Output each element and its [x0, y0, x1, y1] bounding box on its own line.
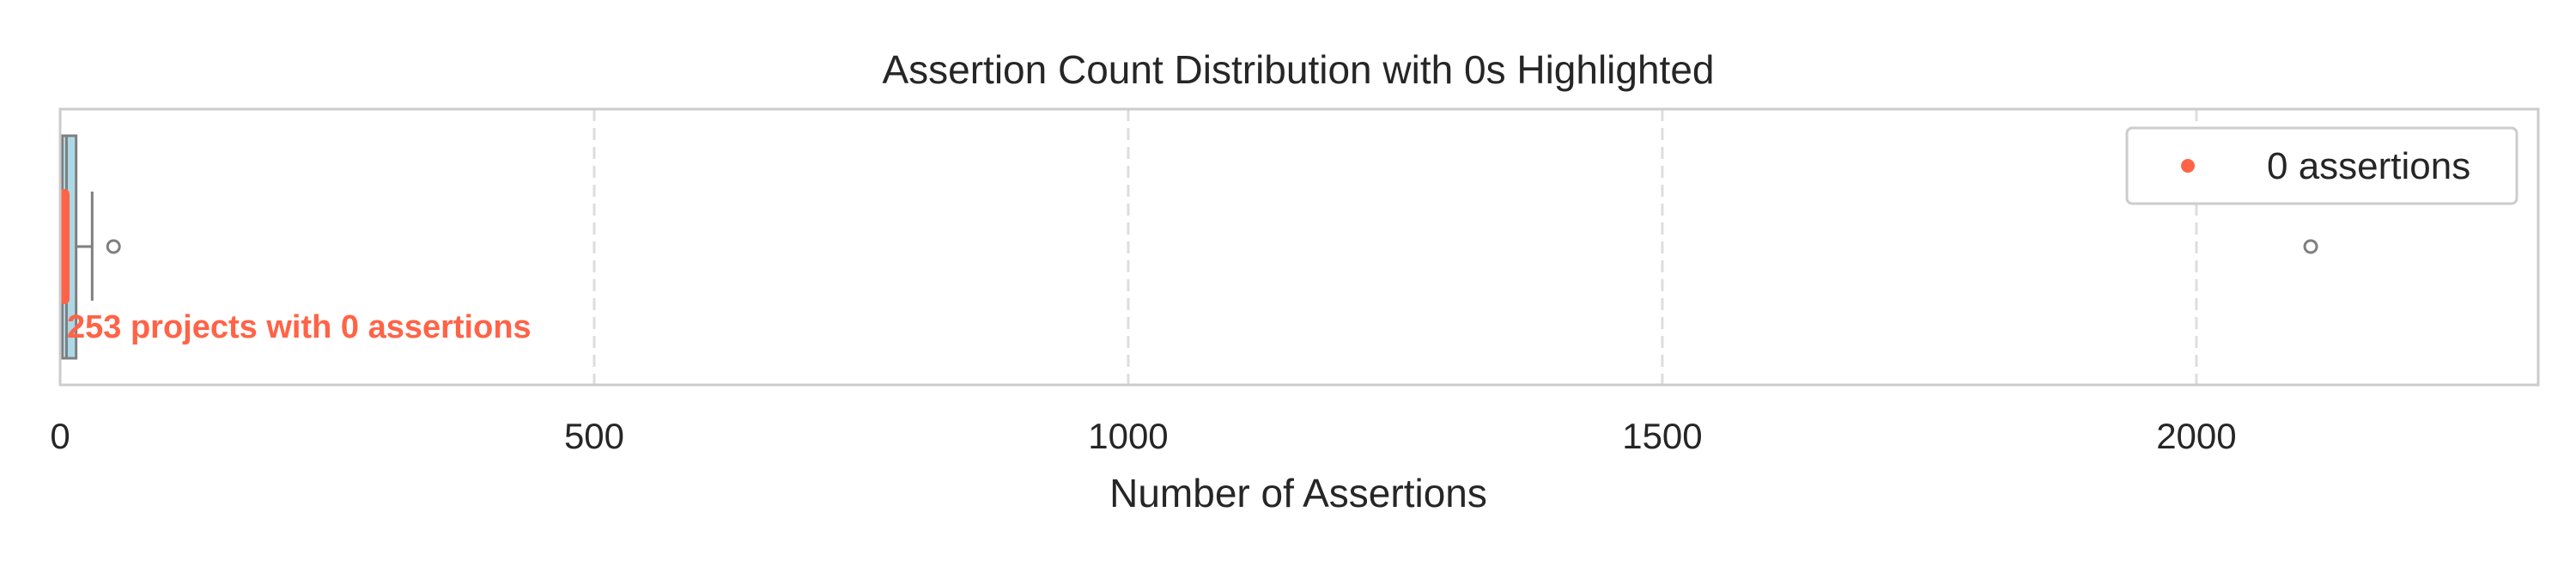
legend-marker-zero [2181, 159, 2195, 173]
plot-frame [58, 107, 2540, 387]
chart-title: Assertion Count Distribution with 0s Hig… [882, 47, 1714, 92]
zero-annotation: 253 projects with 0 assertions [67, 309, 532, 345]
outlier-point [106, 239, 121, 254]
x-axis-label: Number of Assertions [1109, 471, 1487, 515]
x-tick-label: 0 [50, 416, 70, 456]
x-tick-label: 500 [564, 416, 624, 456]
outlier-point [2303, 239, 2318, 254]
zero-markers [59, 189, 70, 304]
x-tick-label: 2000 [2156, 416, 2236, 456]
x-axis-ticks: 0 500 1000 1500 2000 [50, 416, 2236, 456]
x-tick-label: 1500 [1622, 416, 1702, 456]
x-tick-label: 1000 [1088, 416, 1168, 456]
legend: 0 assertions [2125, 126, 2518, 205]
legend-label-zero: 0 assertions [2267, 145, 2470, 187]
legend-box [2125, 126, 2518, 205]
zero-markers-cluster [59, 189, 70, 304]
